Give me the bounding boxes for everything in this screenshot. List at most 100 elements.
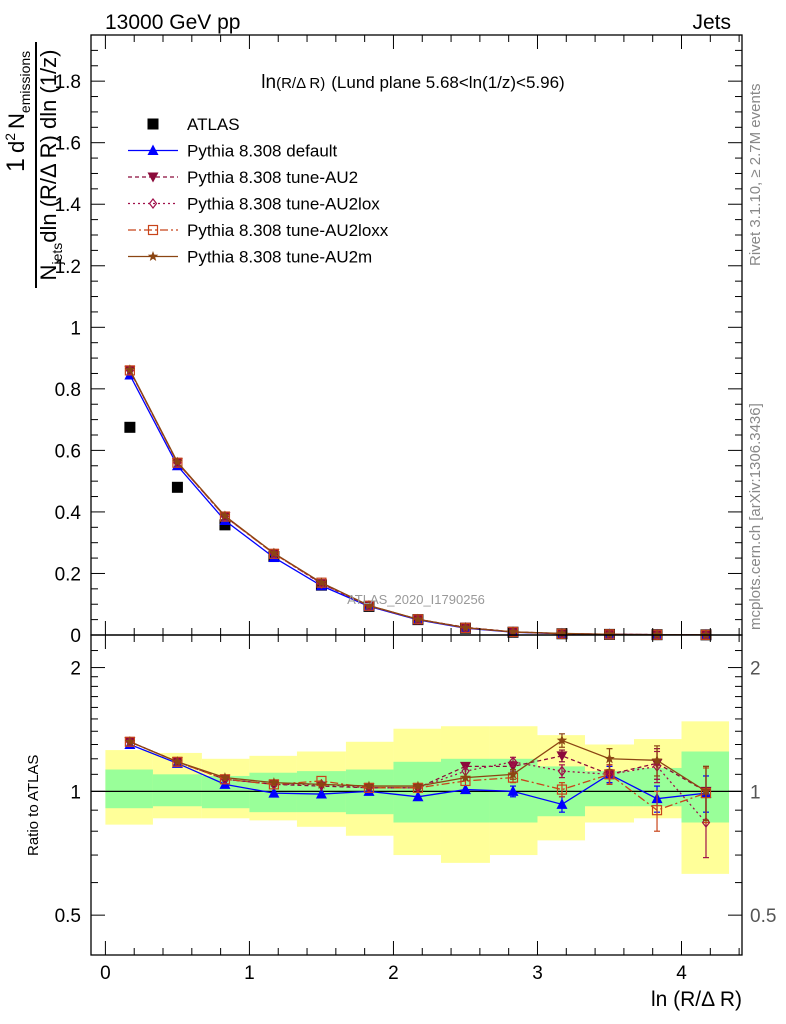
legend: ATLAS Pythia 8.308 default Pythia 8.308 tu… — [128, 115, 389, 267]
header-energy: 13000 GeV pp — [105, 11, 240, 34]
ratio-y-tick-label-right: 0.5 — [750, 906, 776, 927]
ratio-y-axis-label: Ratio to ATLAS — [25, 755, 42, 856]
main-data-point — [172, 456, 183, 467]
ratio-y-tick-label-right: 1 — [750, 782, 761, 803]
rivet-version: Rivet 3.1.10, ≥ 2.7M events — [747, 84, 764, 267]
ratio-data-point — [556, 798, 568, 809]
x-tick-label: 0 — [100, 963, 111, 984]
y-tick-label: 1.2 — [55, 257, 81, 278]
main-data-point — [124, 364, 136, 375]
legend-entry: ATLAS — [147, 115, 240, 134]
legend-entry: Pythia 8.308 default — [128, 142, 338, 161]
ratio-data-point — [507, 785, 519, 796]
ratio-band-green — [152, 774, 202, 807]
ratio-data-point — [507, 768, 519, 779]
y-tick-label: 0.4 — [55, 503, 82, 524]
main-data-point — [460, 622, 471, 633]
main-data-point — [363, 599, 375, 610]
main-data-point — [316, 577, 327, 588]
ratio-data-point — [172, 756, 183, 767]
ylabel-denominator: Njetsdln (R/Δ R) dln (1/z) — [36, 50, 65, 281]
x-tick-label: 3 — [532, 963, 543, 984]
ylabel-one: 1 — [2, 158, 30, 172]
main-data-point — [651, 629, 663, 640]
main-data-point — [700, 629, 712, 640]
legend-entry: Pythia 8.308 tune-AU2 — [128, 168, 358, 187]
ratio-data-point — [363, 780, 375, 791]
y-tick-label: 1.4 — [55, 195, 82, 216]
legend-marker — [147, 118, 159, 130]
analysis-watermark: ATLAS_2020_I1790256 — [347, 592, 485, 607]
x-tick-label: 4 — [676, 963, 687, 984]
ratio-data-point — [556, 751, 568, 762]
plot-title: ln(R/Δ R) (Lund plane 5.68<ln(1/z)<5.96) — [261, 72, 564, 93]
legend-entry: Pythia 8.308 tune-AU2m — [128, 248, 372, 267]
y-tick-label: 0.2 — [55, 564, 81, 585]
legend-label: Pythia 8.308 tune-AU2lox — [187, 195, 380, 214]
ratio-data-point — [556, 734, 568, 745]
ratio-y-tick-label: 2 — [70, 659, 81, 680]
y-tick-label: 0.6 — [55, 441, 81, 462]
title-arg: (R/Δ R) — [276, 75, 325, 92]
ratio-plot-frame — [90, 634, 743, 956]
ratio-data-point — [124, 736, 136, 747]
main-data-point — [124, 421, 136, 433]
legend-entry: Pythia 8.308 tune-AU2lox — [128, 195, 380, 214]
ratio-data-point — [459, 783, 471, 795]
ratio-data-point — [701, 817, 711, 828]
legend-label: Pythia 8.308 default — [187, 142, 338, 161]
main-y-axis-label: 1 d2Nemissions Njetsdln (R/Δ R) dln (1/z… — [2, 42, 65, 288]
main-data-point — [412, 613, 424, 624]
ratio-data-point — [412, 790, 424, 802]
legend-marker — [147, 251, 159, 261]
main-data-point — [556, 627, 568, 638]
ratio-data-point — [556, 784, 568, 795]
ratio-data-point — [268, 787, 280, 798]
ratio-data-point — [651, 805, 663, 816]
main-data-point — [268, 547, 280, 558]
ratio-data-point — [604, 753, 615, 764]
main-data-point — [604, 628, 615, 639]
title-ln: ln — [261, 72, 276, 93]
ratio-data-point — [316, 778, 327, 789]
ratio-data-point — [557, 765, 567, 777]
ratio-y-tick-label: 0.5 — [55, 906, 81, 927]
legend-marker — [147, 172, 159, 183]
y-tick-label: 0 — [70, 626, 81, 647]
title-rest: (Lund plane 5.68<ln(1/z)<5.96) — [331, 73, 564, 92]
header-jets: Jets — [692, 11, 731, 34]
x-tick-label: 2 — [388, 963, 399, 984]
main-data-point — [219, 510, 231, 521]
ratio-data-point — [219, 772, 231, 783]
legend-label: ATLAS — [187, 115, 240, 134]
ratio-data-point — [412, 780, 424, 791]
main-data-point — [171, 481, 183, 493]
ratio-y-tick-label-right: 2 — [750, 659, 761, 680]
mcplots-credit: mcplots.cern.ch [arXiv:1306.3436] — [747, 403, 764, 630]
ratio-band-green — [105, 769, 153, 809]
main-data-point — [507, 626, 519, 637]
legend-label: Pythia 8.308 tune-AU2m — [187, 248, 372, 267]
ratio-data-point — [508, 756, 518, 768]
ratio-data-point — [315, 788, 327, 799]
ylabel-numerator: d2Nemissions — [2, 51, 33, 153]
y-tick-label: 0.8 — [55, 380, 81, 401]
legend-entry: Pythia 8.308 tune-AU2loxx — [128, 221, 389, 240]
legend-marker — [147, 144, 159, 155]
legend-marker — [147, 224, 159, 236]
ratio-data-point — [460, 772, 471, 783]
y-tick-label: 1.8 — [55, 72, 81, 93]
legend-marker — [148, 198, 158, 209]
y-tick-label: 1 — [70, 318, 81, 339]
x-tick-label: 1 — [244, 963, 255, 984]
legend-label: Pythia 8.308 tune-AU2loxx — [187, 221, 389, 240]
ratio-data-point — [651, 754, 663, 765]
x-axis-label: ln (R/Δ R) — [651, 988, 742, 1011]
ratio-data-point — [268, 777, 280, 788]
legend-label: Pythia 8.308 tune-AU2 — [187, 168, 358, 187]
ratio-y-tick-label: 1 — [70, 782, 81, 803]
axes-layer: 0 1 2 3 4 0 0.2 0.4 0.6 0.8 1 1.2 1.4 1.6 1.8 0.5 0.5 1 1 2… — [55, 34, 776, 984]
y-tick-label: 1.6 — [55, 134, 81, 155]
ratio-data-point — [700, 785, 712, 796]
